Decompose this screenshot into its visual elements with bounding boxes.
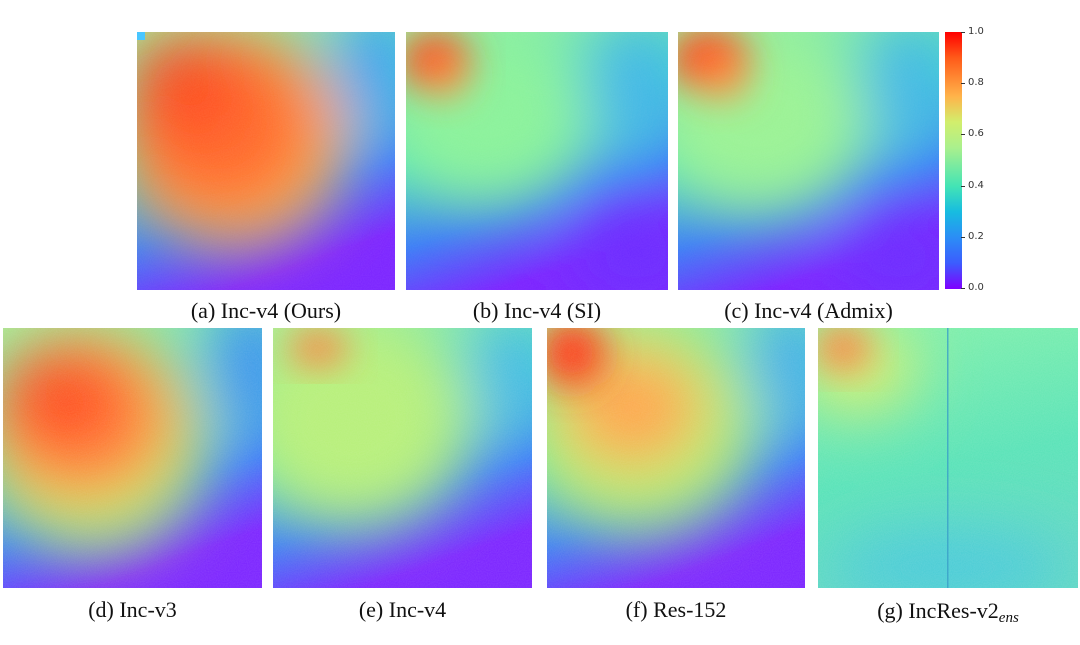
panel-caption-b: (b) Inc-v4 (SI) bbox=[472, 298, 602, 323]
panel-caption-d: (d) Inc-v3 bbox=[88, 597, 177, 622]
panel-caption-c: (c) Inc-v4 (Admix) bbox=[724, 298, 893, 323]
colorbar-tick bbox=[961, 186, 965, 187]
panel-caption-g-subscript: ens bbox=[998, 610, 1019, 626]
colorbar-tick bbox=[961, 134, 965, 135]
heatmap-panel-g bbox=[818, 328, 1078, 588]
heatmap-panel-d bbox=[3, 328, 262, 588]
panel-caption-g-main: (g) IncRes-v2 bbox=[877, 598, 999, 623]
panel-caption-g: (g) IncRes-v2ens bbox=[818, 598, 1078, 627]
colorbar-tick bbox=[961, 32, 965, 33]
colorbar-tick-label: 0.0 bbox=[968, 282, 984, 293]
heatmap-panel-b bbox=[406, 32, 668, 290]
panel-caption-a: (a) Inc-v4 (Ours) bbox=[190, 298, 342, 323]
colorbar bbox=[945, 32, 962, 289]
colorbar-tick bbox=[961, 83, 965, 84]
colorbar-tick-label: 0.8 bbox=[968, 77, 984, 88]
heatmap-panel-a bbox=[137, 32, 395, 290]
panel-caption-f: (f) Res-152 bbox=[625, 597, 727, 622]
panel-caption-e: (e) Inc-v4 bbox=[358, 597, 447, 622]
colorbar-tick-label: 0.2 bbox=[968, 231, 984, 242]
colorbar-tick bbox=[961, 237, 965, 238]
colorbar-tick-label: 1.0 bbox=[968, 26, 984, 37]
heatmap-panel-f bbox=[547, 328, 805, 588]
colorbar-tick-label: 0.6 bbox=[968, 128, 984, 139]
heatmap-panel-e bbox=[273, 328, 532, 588]
colorbar-tick bbox=[961, 288, 965, 289]
heatmap-panel-c bbox=[678, 32, 939, 290]
colorbar-tick-label: 0.4 bbox=[968, 180, 984, 191]
